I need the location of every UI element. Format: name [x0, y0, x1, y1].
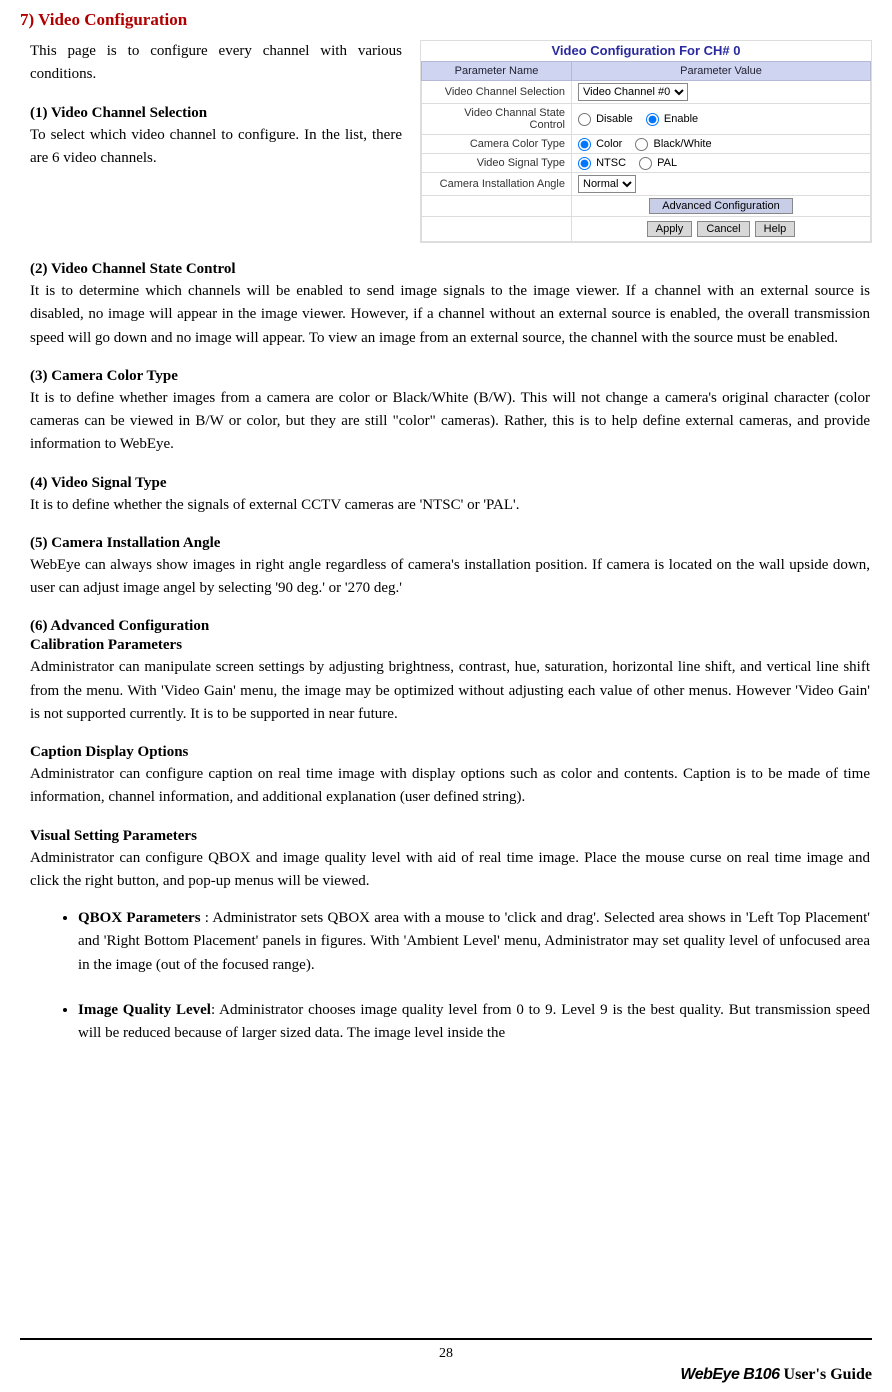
sub-heading-6: (6) Advanced Configuration [30, 618, 870, 635]
page-number: 28 [0, 1346, 892, 1362]
sub-heading-6a: Calibration Parameters [30, 637, 870, 654]
radio-color[interactable] [578, 138, 591, 151]
th-param-name: Parameter Name [422, 62, 572, 81]
row-angle-label: Camera Installation Angle [422, 173, 572, 196]
row-state-label: Video Channal State Control [422, 104, 572, 135]
footer-guide: WebEye B106 User's Guide [680, 1366, 872, 1384]
row-actions-empty [422, 217, 572, 242]
sub-heading-6c: Visual Setting Parameters [30, 828, 870, 845]
paragraph-6c: Administrator can configure QBOX and ima… [30, 847, 870, 894]
paragraph-2: It is to determine which channels will b… [30, 280, 870, 350]
paragraph-4: It is to define whether the signals of e… [30, 494, 870, 517]
row-color-label: Camera Color Type [422, 135, 572, 154]
radio-ntsc[interactable] [578, 157, 591, 170]
radio-disable-label: Disable [596, 113, 633, 125]
bullet-iql: Image Quality Level: Administrator choos… [78, 999, 870, 1046]
radio-enable-label: Enable [664, 113, 698, 125]
config-table: Parameter Name Parameter Value Video Cha… [421, 61, 871, 242]
paragraph-1: To select which video channel to configu… [30, 124, 402, 171]
guide-label: User's Guide [780, 1366, 872, 1383]
sub-heading-6b: Caption Display Options [30, 744, 870, 761]
radio-pal[interactable] [639, 157, 652, 170]
apply-button[interactable]: Apply [647, 221, 693, 237]
radio-disable[interactable] [578, 113, 591, 126]
product-name: WebEye B106 [680, 1366, 779, 1383]
radio-bw[interactable] [635, 138, 648, 151]
angle-select[interactable]: Normal [578, 175, 636, 193]
bullet-iql-lead: Image Quality Level [78, 1002, 211, 1018]
sub-heading-3: (3) Camera Color Type [30, 368, 870, 385]
paragraph-3: It is to define whether images from a ca… [30, 387, 870, 457]
radio-color-label: Color [596, 138, 622, 150]
footer-rule [20, 1338, 872, 1340]
paragraph-6a: Administrator can manipulate screen sett… [30, 656, 870, 726]
bullet-qbox: QBOX Parameters : Administrator sets QBO… [78, 907, 870, 977]
row-signal-label: Video Signal Type [422, 154, 572, 173]
intro-paragraph: This page is to configure every channel … [30, 40, 402, 87]
radio-pal-label: PAL [657, 157, 677, 169]
channel-select[interactable]: Video Channel #0 [578, 83, 688, 101]
sub-heading-1: (1) Video Channel Selection [30, 105, 402, 122]
row-channel-sel-label: Video Channel Selection [422, 81, 572, 104]
advanced-config-button[interactable]: Advanced Configuration [649, 198, 792, 214]
config-panel: Video Configuration For CH# 0 Parameter … [420, 40, 872, 243]
sub-heading-2: (2) Video Channel State Control [30, 261, 870, 278]
cancel-button[interactable]: Cancel [697, 221, 749, 237]
row-adv-empty [422, 196, 572, 217]
sub-heading-5: (5) Camera Installation Angle [30, 535, 870, 552]
th-param-value: Parameter Value [572, 62, 871, 81]
paragraph-6b: Administrator can configure caption on r… [30, 763, 870, 810]
sub-heading-4: (4) Video Signal Type [30, 475, 870, 492]
paragraph-5: WebEye can always show images in right a… [30, 554, 870, 601]
config-title: Video Configuration For CH# 0 [421, 41, 871, 61]
help-button[interactable]: Help [755, 221, 796, 237]
section-title: 7) Video Configuration [20, 10, 872, 30]
radio-bw-label: Black/White [653, 138, 711, 150]
radio-ntsc-label: NTSC [596, 157, 626, 169]
radio-enable[interactable] [646, 113, 659, 126]
bullet-qbox-lead: QBOX Parameters [78, 910, 201, 926]
